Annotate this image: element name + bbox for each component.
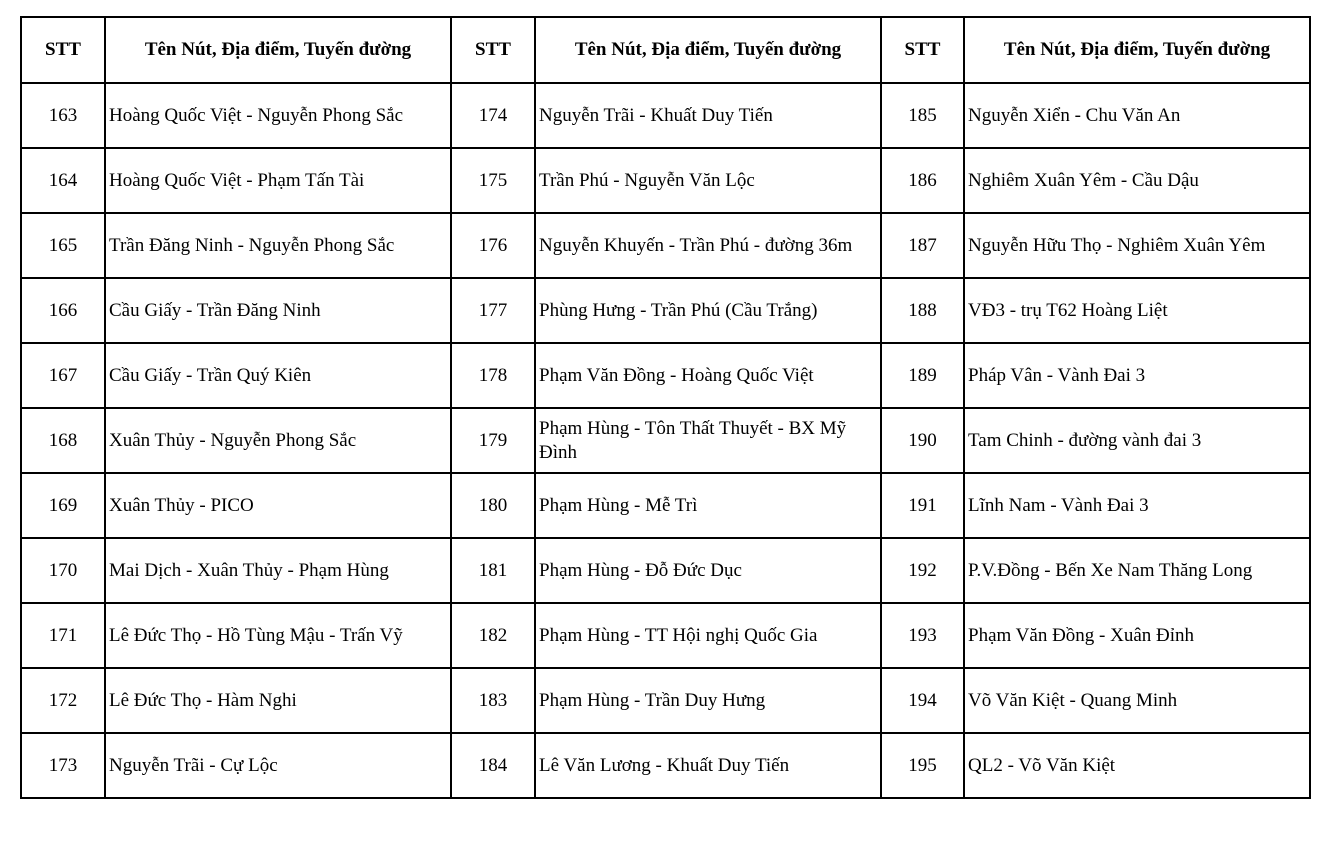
stt-cell: 186 xyxy=(880,147,965,214)
stt-cell: 176 xyxy=(450,212,536,279)
stt-cell: 178 xyxy=(450,342,536,409)
stt-cell: 195 xyxy=(880,732,965,799)
table-row: 170 Mai Dịch - Xuân Thủy - Phạm Hùng 181 Ph… xyxy=(20,537,1311,604)
header-name: Tên Nút, Địa điểm, Tuyến đường xyxy=(534,16,882,84)
location-cell: Lê Đức Thọ - Hàm Nghi xyxy=(104,667,452,734)
table-row: 164 Hoàng Quốc Việt - Phạm Tấn Tài 175 Trần… xyxy=(20,147,1311,214)
stt-cell: 168 xyxy=(20,407,106,474)
location-cell: Trần Phú - Nguyễn Văn Lộc xyxy=(534,147,882,214)
stt-cell: 175 xyxy=(450,147,536,214)
header-stt: STT xyxy=(880,16,965,84)
location-cell: Lê Đức Thọ - Hồ Tùng Mậu - Trấn Vỹ xyxy=(104,602,452,669)
location-cell: Cầu Giấy - Trần Quý Kiên xyxy=(104,342,452,409)
location-cell: Phạm Hùng - Mễ Trì xyxy=(534,472,882,539)
location-cell: Hoàng Quốc Việt - Phạm Tấn Tài xyxy=(104,147,452,214)
location-cell: Phùng Hưng - Trần Phú (Cầu Trắng) xyxy=(534,277,882,344)
location-cell: Phạm Hùng - Trần Duy Hưng xyxy=(534,667,882,734)
stt-cell: 187 xyxy=(880,212,965,279)
stt-cell: 163 xyxy=(20,82,106,149)
location-cell: Hoàng Quốc Việt - Nguyễn Phong Sắc xyxy=(104,82,452,149)
stt-cell: 170 xyxy=(20,537,106,604)
stt-cell: 174 xyxy=(450,82,536,149)
stt-cell: 188 xyxy=(880,277,965,344)
table-row: 163 Hoàng Quốc Việt - Nguyễn Phong Sắc 174… xyxy=(20,82,1311,149)
location-cell: Xuân Thủy - Nguyễn Phong Sắc xyxy=(104,407,452,474)
location-cell: QL2 - Võ Văn Kiệt xyxy=(963,732,1311,799)
stt-cell: 164 xyxy=(20,147,106,214)
stt-cell: 180 xyxy=(450,472,536,539)
location-cell: Trần Đăng Ninh - Nguyễn Phong Sắc xyxy=(104,212,452,279)
stt-cell: 189 xyxy=(880,342,965,409)
location-cell: VĐ3 - trụ T62 Hoàng Liệt xyxy=(963,277,1311,344)
stt-cell: 166 xyxy=(20,277,106,344)
location-cell: Phạm Văn Đồng - Xuân Đỉnh xyxy=(963,602,1311,669)
location-cell: Phạm Văn Đồng - Hoàng Quốc Việt xyxy=(534,342,882,409)
location-cell: Phạm Hùng - Đỗ Đức Dục xyxy=(534,537,882,604)
stt-cell: 184 xyxy=(450,732,536,799)
stt-cell: 169 xyxy=(20,472,106,539)
location-cell: Tam Chinh - đường vành đai 3 xyxy=(963,407,1311,474)
header-name: Tên Nút, Địa điểm, Tuyến đường xyxy=(963,16,1311,84)
location-cell: Xuân Thủy - PICO xyxy=(104,472,452,539)
location-cell: Phạm Hùng - TT Hội nghị Quốc Gia xyxy=(534,602,882,669)
stt-cell: 165 xyxy=(20,212,106,279)
table-row: 167 Cầu Giấy - Trần Quý Kiên 178 Phạm Văn Đ… xyxy=(20,342,1311,409)
location-cell: Phạm Hùng - Tôn Thất Thuyết - BX Mỹ Đình xyxy=(534,407,882,474)
location-cell: P.V.Đồng - Bến Xe Nam Thăng Long xyxy=(963,537,1311,604)
location-cell: Cầu Giấy - Trần Đăng Ninh xyxy=(104,277,452,344)
stt-cell: 182 xyxy=(450,602,536,669)
stt-cell: 173 xyxy=(20,732,106,799)
table-row: 166 Cầu Giấy - Trần Đăng Ninh 177 Phùng Hưn… xyxy=(20,277,1311,344)
stt-cell: 179 xyxy=(450,407,536,474)
header-stt: STT xyxy=(20,16,106,84)
stt-cell: 181 xyxy=(450,537,536,604)
stt-cell: 183 xyxy=(450,667,536,734)
stt-cell: 177 xyxy=(450,277,536,344)
location-cell: Lê Văn Lương - Khuất Duy Tiến xyxy=(534,732,882,799)
location-cell: Võ Văn Kiệt - Quang Minh xyxy=(963,667,1311,734)
table-row: 168 Xuân Thủy - Nguyễn Phong Sắc 179 Phạm H… xyxy=(20,407,1311,474)
stt-cell: 171 xyxy=(20,602,106,669)
table-row: 165 Trần Đăng Ninh - Nguyễn Phong Sắc 176 N… xyxy=(20,212,1311,279)
table-row: 169 Xuân Thủy - PICO 180 Phạm Hùng - Mễ Trì… xyxy=(20,472,1311,539)
stt-cell: 190 xyxy=(880,407,965,474)
location-cell: Nghiêm Xuân Yêm - Cầu Dậu xyxy=(963,147,1311,214)
stt-cell: 194 xyxy=(880,667,965,734)
table-row: 171 Lê Đức Thọ - Hồ Tùng Mậu - Trấn Vỹ 182… xyxy=(20,602,1311,669)
header-row: STT Tên Nút, Địa điểm, Tuyến đường STT T… xyxy=(20,16,1311,84)
table-row: 173 Nguyễn Trãi - Cự Lộc 184 Lê Văn Lương -… xyxy=(20,732,1311,799)
stt-cell: 193 xyxy=(880,602,965,669)
location-cell: Nguyễn Trãi - Khuất Duy Tiến xyxy=(534,82,882,149)
header-name: Tên Nút, Địa điểm, Tuyến đường xyxy=(104,16,452,84)
stt-cell: 172 xyxy=(20,667,106,734)
stt-cell: 185 xyxy=(880,82,965,149)
stt-cell: 167 xyxy=(20,342,106,409)
location-cell: Lĩnh Nam - Vành Đai 3 xyxy=(963,472,1311,539)
location-cell: Nguyễn Khuyến - Trần Phú - đường 36m xyxy=(534,212,882,279)
table-row: 172 Lê Đức Thọ - Hàm Nghi 183 Phạm Hùng - T… xyxy=(20,667,1311,734)
location-cell: Nguyễn Xiển - Chu Văn An xyxy=(963,82,1311,149)
stt-cell: 191 xyxy=(880,472,965,539)
location-cell: Mai Dịch - Xuân Thủy - Phạm Hùng xyxy=(104,537,452,604)
location-cell: Nguyễn Trãi - Cự Lộc xyxy=(104,732,452,799)
intersection-table: STT Tên Nút, Địa điểm, Tuyến đường STT T… xyxy=(20,16,1311,799)
location-cell: Nguyễn Hữu Thọ - Nghiêm Xuân Yêm xyxy=(963,212,1311,279)
stt-cell: 192 xyxy=(880,537,965,604)
header-stt: STT xyxy=(450,16,536,84)
location-cell: Pháp Vân - Vành Đai 3 xyxy=(963,342,1311,409)
